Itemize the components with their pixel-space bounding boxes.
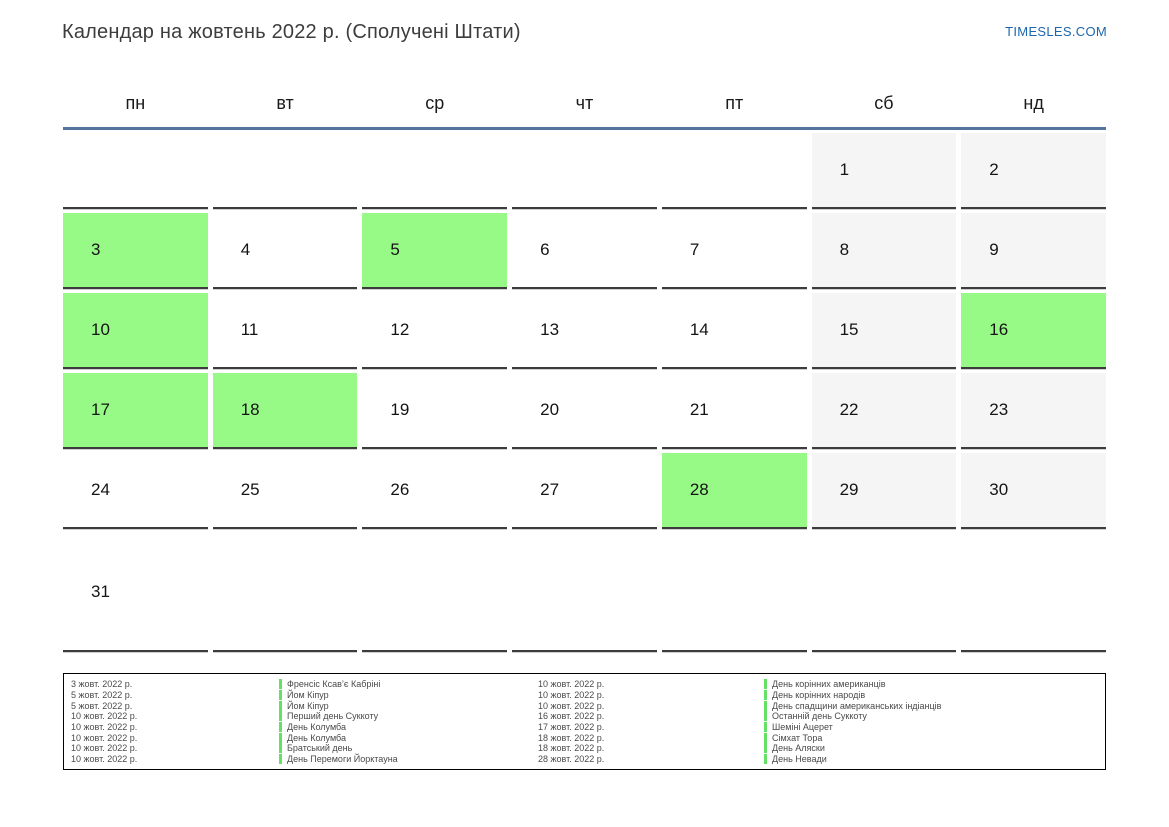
legend-date: 10 жовт. 2022 р. [71,754,138,765]
legend-date: 18 жовт. 2022 р. [538,743,605,754]
legend-date: 10 жовт. 2022 р. [538,679,605,690]
legend-date: 10 жовт. 2022 р. [71,722,138,733]
legend-holiday-name: Френсіс Ксав’є Кабріні [279,679,538,690]
day-cell: 13 [512,293,657,369]
holiday-legend: 3 жовт. 2022 р. Френсіс Ксав’є Кабріні 1… [63,673,1106,770]
day-cell: 5 [362,213,508,289]
legend-date: 10 жовт. 2022 р. [538,690,605,701]
day-cell: 16 [961,293,1106,369]
legend-date: 5 жовт. 2022 р. [71,690,133,701]
legend-holiday-name: Шеміні Ацерет [764,722,1098,733]
day-cell: 7 [661,213,807,289]
weekday-header-row: пн вт ср чт пт сб нд [63,80,1106,126]
weekday-label-sun: нд [1023,92,1044,113]
legend-date: 10 жовт. 2022 р. [71,732,138,743]
legend-holiday-name: Братський день [279,743,538,754]
day-cell: 28 [661,453,807,529]
weekday-label-thu: чт [575,92,594,113]
day-cell [661,533,807,652]
day-cell: 20 [512,373,657,449]
day-cell: 19 [362,373,508,449]
legend-holiday-name: День корінних американців [764,679,1098,690]
calendar: пн вт ср чт пт сб нд 1 2 3 4 5 6 7 8 9 [63,80,1106,652]
legend-date: 16 жовт. 2022 р. [538,711,605,722]
day-cell: 2 [961,133,1106,209]
day-cell: 30 [961,453,1106,529]
day-cell: 17 [63,373,208,449]
day-cell [212,133,358,209]
page-title: Календар на жовтень 2022 р. (Сполучені Ш… [62,21,521,43]
weekday-label-mon: пн [125,92,146,113]
legend-date: 5 жовт. 2022 р. [71,700,133,711]
weekday-label-wed: ср [425,92,445,113]
legend-holiday-name: Йом Кіпур [279,690,538,701]
weekday-label-tue: вт [276,92,294,113]
day-cell: 4 [212,213,358,289]
legend-holiday-name: День Перемоги Йорктауна [279,754,538,765]
weekday-label-fri: пт [725,92,744,113]
day-cell [63,133,208,209]
legend-holiday-name: День Колумба [279,722,538,733]
day-cell: 29 [811,453,957,529]
day-grid: 1 2 3 4 5 6 7 8 9 10 11 12 13 14 15 16 1… [63,133,1106,652]
day-cell: 12 [362,293,508,369]
day-cell: 27 [512,453,657,529]
legend-date: 17 жовт. 2022 р. [538,722,605,733]
legend-date: 10 жовт. 2022 р. [71,711,138,722]
day-cell: 11 [212,293,358,369]
legend-holiday-name: Перший день Суккоту [279,711,538,722]
day-cell: 6 [512,213,657,289]
day-cell [961,533,1106,652]
legend-holiday-name: Йом Кіпур [279,700,538,711]
legend-holiday-name: Останній день Суккоту [764,711,1098,722]
day-cell: 18 [212,373,358,449]
weekday-label-sat: сб [874,92,894,113]
day-cell [362,133,508,209]
day-cell [212,533,358,652]
legend-holiday-name: День Аляски [764,743,1098,754]
legend-date: 18 жовт. 2022 р. [538,732,605,743]
day-cell [661,133,807,209]
legend-holiday-name: День Колумба [279,732,538,743]
day-cell: 31 [63,533,208,652]
legend-holiday-name: День корінних народів [764,690,1098,701]
day-cell: 8 [811,213,957,289]
legend-holiday-name: День спадщини американських індіанців [764,700,1098,711]
legend-date: 28 жовт. 2022 р. [538,754,605,765]
day-cell [512,533,657,652]
day-cell: 24 [63,453,208,529]
day-cell: 15 [811,293,957,369]
day-cell [362,533,508,652]
day-cell: 1 [811,133,957,209]
day-cell: 26 [362,453,508,529]
day-cell: 10 [63,293,208,369]
legend-holiday-name: Сімхат Тора [764,732,1098,743]
day-cell [811,533,957,652]
day-cell: 14 [661,293,807,369]
day-cell: 22 [811,373,957,449]
legend-date: 10 жовт. 2022 р. [71,743,138,754]
day-cell: 25 [212,453,358,529]
day-cell: 3 [63,213,208,289]
legend-date: 3 жовт. 2022 р. [71,679,133,690]
brand-link[interactable]: TIMESLES.COM [1005,24,1107,39]
header-separator-line [63,127,1106,130]
day-cell [512,133,657,209]
day-cell: 21 [661,373,807,449]
legend-date: 10 жовт. 2022 р. [538,700,605,711]
day-cell: 23 [961,373,1106,449]
legend-holiday-name: День Невади [764,754,1098,765]
day-cell: 9 [961,213,1106,289]
